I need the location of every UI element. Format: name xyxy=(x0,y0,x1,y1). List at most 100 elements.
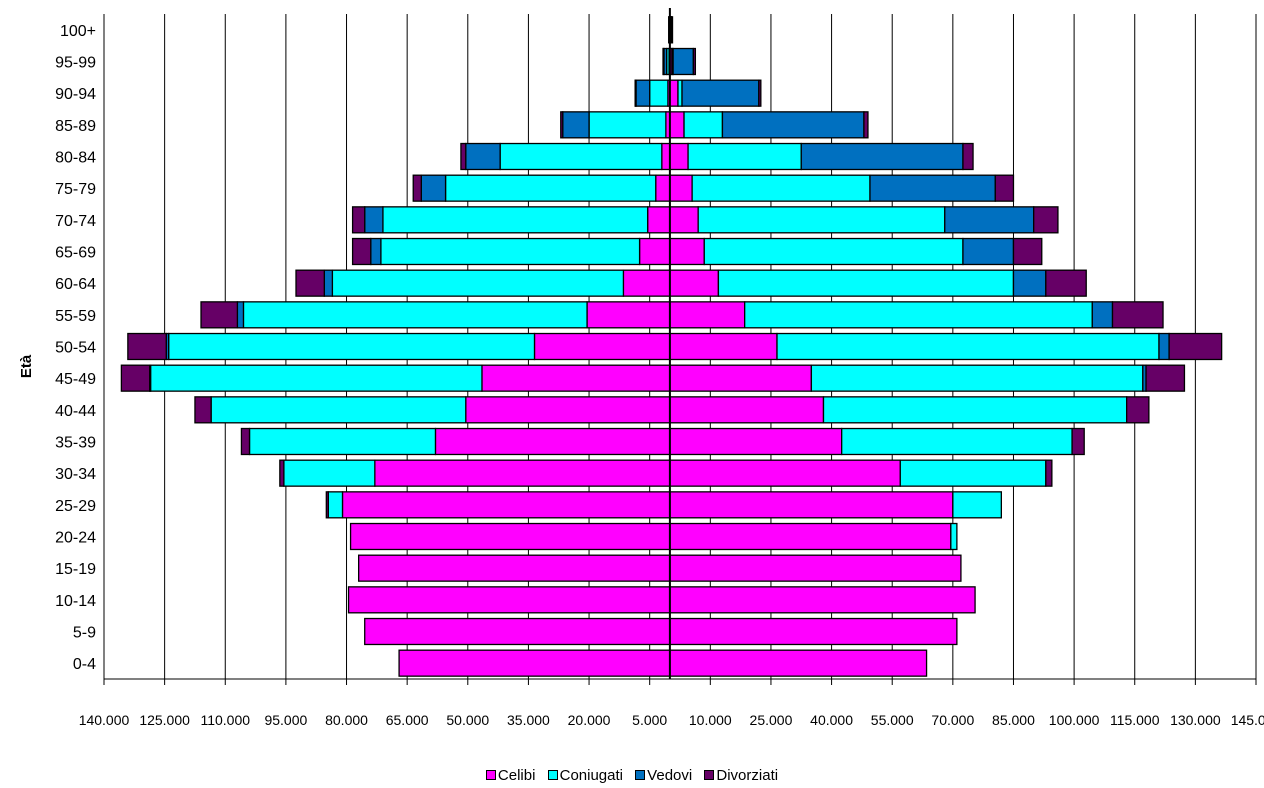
bar-coniugati-left xyxy=(499,142,663,171)
bar-divorziati-left xyxy=(279,459,285,487)
bar-divorziati-left xyxy=(200,301,239,329)
bar-celibi-right xyxy=(669,491,954,519)
bar-divorziati-left xyxy=(412,174,422,202)
legend-label-celibi: Celibi xyxy=(497,767,536,784)
bar-celibi-right xyxy=(669,522,952,551)
y-tick-label: 90-94 xyxy=(55,86,96,103)
bar-celibi-left xyxy=(349,522,671,551)
legend-item-celibi: Celibi xyxy=(485,767,536,784)
bar-coniugati-left xyxy=(380,237,641,266)
legend-item-vedovi: Vedovi xyxy=(635,767,692,784)
bar-coniugati-left xyxy=(327,491,344,519)
bar-divorziati-right xyxy=(994,174,1015,202)
bar-celibi-left xyxy=(647,206,671,234)
bar-divorziati-left xyxy=(460,142,467,171)
bar-coniugati-right xyxy=(950,522,958,551)
bar-celibi-left xyxy=(533,332,671,361)
bar-divorziati-left xyxy=(634,79,637,107)
bar-divorziati-left xyxy=(560,111,564,139)
bar-divorziati-left xyxy=(127,332,167,361)
legend-label-vedovi: Vedovi xyxy=(647,767,693,784)
chart-legend: Celibi Coniugati Vedovi Divorziati xyxy=(0,767,1264,784)
x-tick-label: 20.000 xyxy=(568,712,611,728)
bar-celibi-left xyxy=(434,427,671,456)
x-tick-label: 140.000 xyxy=(79,712,130,728)
bar-divorziati-right xyxy=(962,142,974,171)
bar-celibi-right xyxy=(669,301,746,329)
bar-coniugati-right xyxy=(776,332,1160,361)
bar-celibi-left xyxy=(364,617,671,646)
bar-vedovi-right xyxy=(1012,269,1047,297)
x-tick-label: 100.000 xyxy=(1049,712,1100,728)
bar-celibi-right xyxy=(669,554,962,582)
bar-vedovi-right xyxy=(869,174,996,202)
y-tick-label: 80-84 xyxy=(55,150,96,167)
bar-celibi-left xyxy=(347,586,671,614)
x-tick-label: 5.000 xyxy=(632,712,667,728)
y-tick-label: 15-19 xyxy=(55,561,96,578)
bar-vedovi-left xyxy=(323,269,334,297)
bar-coniugati-right xyxy=(952,491,1002,519)
bar-celibi-right xyxy=(669,174,693,202)
bar-celibi-left xyxy=(465,396,671,424)
y-tick-label: 60-64 xyxy=(55,276,96,293)
x-tick-label: 115.000 xyxy=(1110,712,1160,728)
bar-vedovi-left xyxy=(465,142,501,171)
bar-celibi-left xyxy=(481,364,671,392)
legend-item-coniugati: Coniugati xyxy=(547,767,623,784)
y-axis-title: Età xyxy=(18,354,35,378)
bar-divorziati-right xyxy=(670,16,674,44)
bar-divorziati-right xyxy=(1033,206,1059,234)
bar-celibi-left xyxy=(661,142,671,171)
bar-divorziati-right xyxy=(1045,269,1087,297)
bar-coniugati-right xyxy=(703,237,964,266)
y-tick-label: 100+ xyxy=(60,23,96,40)
bar-divorziati-left xyxy=(295,269,325,297)
y-tick-label: 65-69 xyxy=(55,245,96,262)
bar-divorziati-left xyxy=(194,396,212,424)
bar-divorziati-left xyxy=(240,427,251,456)
x-tick-label: 110.000 xyxy=(200,712,250,728)
bar-celibi-left xyxy=(358,554,671,582)
x-tick-label: 95.000 xyxy=(264,712,307,728)
bar-divorziati-right xyxy=(1045,459,1053,487)
x-tick-label: 65.000 xyxy=(386,712,429,728)
y-tick-label: 10-14 xyxy=(55,593,96,610)
bar-celibi-right xyxy=(669,269,720,297)
bar-celibi-right xyxy=(669,427,843,456)
y-tick-label: 45-49 xyxy=(55,371,96,388)
bar-divorziati-right xyxy=(758,79,762,107)
y-tick-label: 20-24 xyxy=(55,530,96,547)
bar-vedovi-right xyxy=(1091,301,1114,329)
bar-coniugati-left xyxy=(149,364,483,392)
bar-celibi-left xyxy=(374,459,671,487)
bar-vedovi-right xyxy=(721,111,865,139)
bar-divorziati-right xyxy=(692,47,697,76)
y-tick-label: 95-99 xyxy=(55,55,96,72)
x-tick-label: 25.000 xyxy=(750,712,793,728)
bar-coniugati-left xyxy=(242,301,588,329)
legend-swatch-coniugati xyxy=(547,770,558,780)
legend-label-divorziati: Divorziati xyxy=(716,767,779,784)
bar-celibi-right xyxy=(669,142,689,171)
bar-coniugati-left xyxy=(283,459,376,487)
bar-celibi-right xyxy=(669,364,813,392)
bar-coniugati-right xyxy=(899,459,1047,487)
bar-celibi-right xyxy=(669,586,976,614)
x-tick-label: 70.000 xyxy=(931,712,974,728)
legend-swatch-vedovi xyxy=(635,770,646,780)
x-tick-label: 145.000 xyxy=(1231,712,1264,728)
bar-celibi-right xyxy=(669,111,685,139)
bar-celibi-left xyxy=(586,301,671,329)
bar-coniugati-right xyxy=(691,174,871,202)
bar-coniugati-right xyxy=(810,364,1144,392)
y-tick-label: 25-29 xyxy=(55,498,96,515)
bar-celibi-left xyxy=(398,649,671,677)
legend-swatch-celibi xyxy=(485,770,496,780)
x-tick-label: 125.000 xyxy=(139,712,190,728)
y-tick-label: 0-4 xyxy=(73,656,96,673)
y-tick-label: 35-39 xyxy=(55,435,96,452)
bar-coniugati-left xyxy=(248,427,437,456)
legend-swatch-divorziati xyxy=(704,770,715,780)
